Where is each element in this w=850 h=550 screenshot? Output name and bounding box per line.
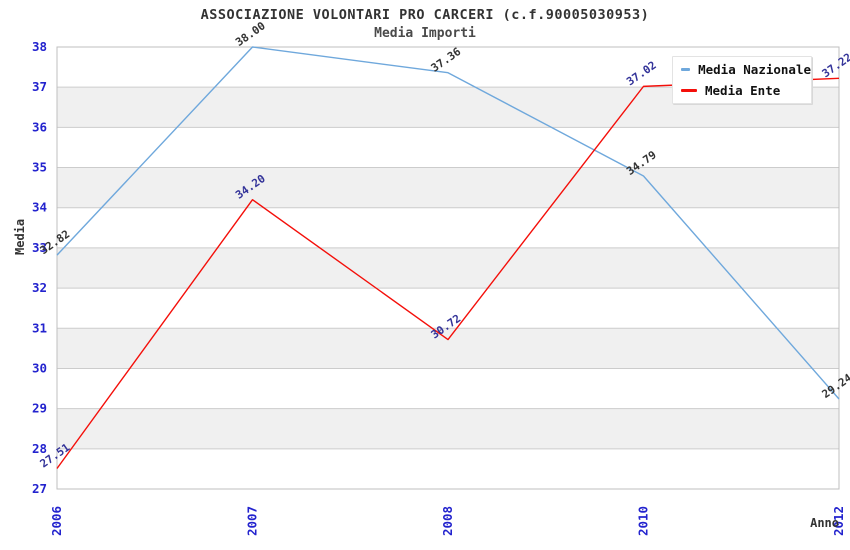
y-tick-label: 33	[32, 240, 47, 255]
plot-band	[57, 127, 839, 168]
plot-border	[56, 46, 840, 490]
legend-swatch-ente-icon	[681, 89, 697, 92]
x-tick-label: 2007	[245, 506, 260, 536]
chart-title: ASSOCIAZIONE VOLONTARI PRO CARCERI (c.f.…	[200, 7, 650, 23]
y-tick-label: 36	[32, 119, 47, 134]
plot-band	[57, 288, 839, 329]
y-tick-label: 34	[32, 200, 47, 215]
y-axis-title: Media	[13, 218, 27, 255]
y-tick-label: 28	[32, 441, 47, 456]
plot-band	[57, 247, 839, 289]
plot-band	[57, 167, 839, 208]
plot-band	[57, 448, 839, 489]
x-tick-label: 2008	[440, 506, 455, 536]
legend-item-media-ente: Media Ente	[681, 83, 811, 98]
series-line-media-nazionale	[56, 46, 840, 400]
legend-label-media-ente: Media Ente	[705, 83, 781, 98]
plot-band	[57, 368, 839, 409]
chart-subtitle: Media Importi	[374, 26, 476, 41]
y-tick-label: 31	[32, 320, 47, 335]
y-tick-label: 30	[32, 360, 47, 375]
y-tick-label: 29	[32, 401, 47, 416]
y-tick-label: 35	[32, 160, 47, 175]
plot-band	[57, 328, 839, 369]
legend-label-media-nazionale: Media Nazionale	[698, 62, 811, 77]
legend: Media Nazionale Media Ente	[672, 56, 812, 104]
x-tick-label: 2010	[636, 506, 651, 536]
value-label-media-nazionale: 38.00	[233, 19, 268, 49]
y-tick-label: 38	[32, 39, 47, 54]
legend-swatch-nazionale-icon	[681, 68, 691, 71]
x-axis-title: Anno	[810, 516, 839, 530]
plot-band	[57, 408, 839, 449]
legend-item-media-nazionale: Media Nazionale	[681, 62, 811, 77]
y-tick-label: 27	[32, 481, 47, 496]
x-tick-label: 2006	[49, 506, 64, 536]
y-tick-label: 37	[32, 79, 47, 94]
y-tick-label: 32	[32, 280, 47, 295]
x-tick-label: 2012	[831, 506, 846, 536]
plot-band	[57, 207, 839, 248]
